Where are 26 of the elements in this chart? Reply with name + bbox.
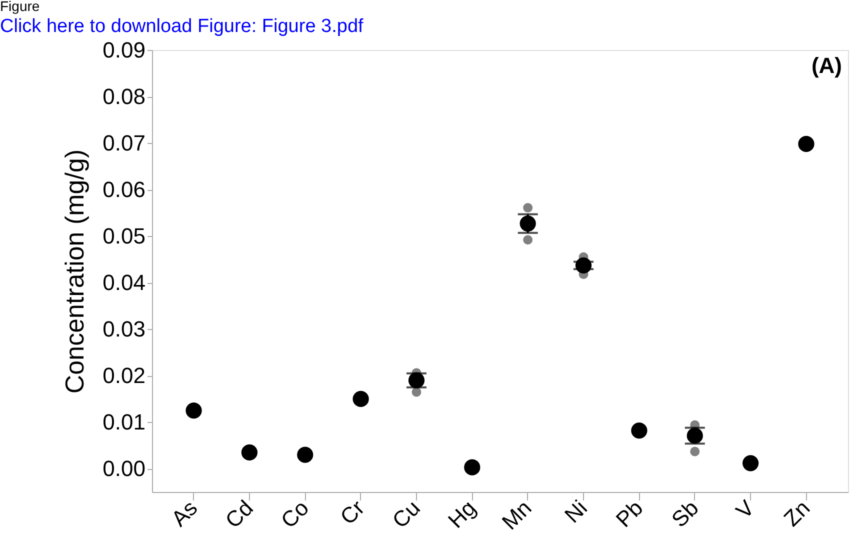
x-tick-label: Cr <box>335 495 370 530</box>
y-axis-title: Concentration (mg/g) <box>60 149 90 394</box>
y-tick-label: 0.02 <box>102 363 146 388</box>
x-tick-label: Co <box>276 495 314 533</box>
y-tick-label: 0.07 <box>102 130 146 156</box>
y-tick-label: 0.05 <box>102 224 146 249</box>
text: Click here to download Figure: Figure 3.pdf <box>0 16 364 37</box>
x-tick-label: Mn <box>497 495 536 535</box>
x-tick-label: Zn <box>778 495 815 532</box>
x-tick-label: Sb <box>666 495 704 532</box>
y-tick-label: 0.08 <box>102 84 146 110</box>
x-tick-label: Ni <box>560 495 592 528</box>
text: Figure <box>0 0 40 14</box>
y-tick-label: 0.00 <box>102 456 146 482</box>
x-tick-label: Cd <box>220 495 258 533</box>
x-tick-label: V <box>730 495 760 524</box>
annotation: (A) <box>811 53 842 78</box>
y-tick-label: 0.09 <box>102 38 146 62</box>
x-tick-label: As <box>166 495 202 532</box>
y-tick-label: 0.01 <box>102 410 146 435</box>
x-tick-label: Pb <box>610 495 648 532</box>
x-tick-label: Hg <box>443 495 481 533</box>
y-tick-label: 0.03 <box>102 316 146 342</box>
y-tick-label: 0.04 <box>102 270 146 296</box>
x-tick-label: Cu <box>387 495 425 533</box>
y-tick-label: 0.06 <box>102 177 146 202</box>
